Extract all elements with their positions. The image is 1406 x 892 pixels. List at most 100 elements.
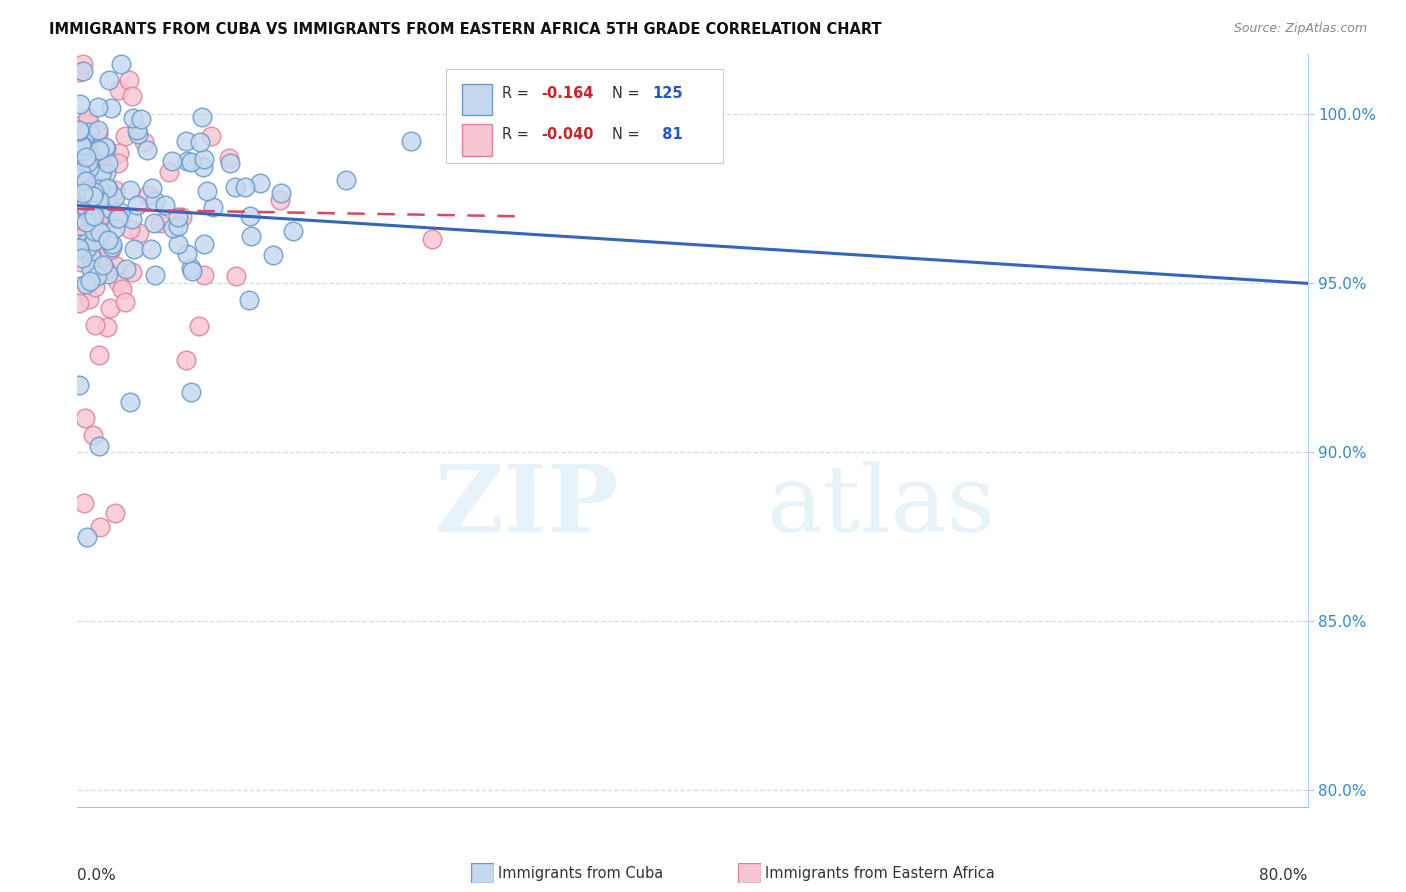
Point [72,115,94,129]
Point [76,203,98,218]
Point [83,207,105,221]
Point [201,200,224,214]
Point [83,223,105,237]
Point [83,185,105,199]
Point [120,222,142,236]
Point [83,234,105,248]
Point [87,195,110,210]
Point [125,122,148,136]
Point [89,193,111,207]
Point [75,215,97,229]
Point [80,262,103,277]
Point [249,176,271,190]
Point [89,225,111,239]
Point [219,155,242,169]
Point [110,282,132,296]
Point [98,72,121,87]
Point [233,180,256,194]
Point [103,506,125,520]
Point [93,186,115,201]
Point [70,153,93,168]
Point [160,153,183,168]
Point [82,428,104,442]
Point [97,182,120,196]
Point [174,353,197,368]
Point [108,83,131,97]
Point [97,182,120,196]
Text: 81: 81 [652,127,682,142]
Point [79,292,101,306]
Point [195,184,218,198]
Point [73,199,96,213]
Point [167,211,190,225]
Point [86,136,108,150]
Point [157,164,180,178]
Point [218,152,240,166]
Point [89,181,111,195]
Point [76,204,98,219]
Point [75,149,97,163]
Point [121,211,143,226]
Point [70,138,93,153]
Point [239,209,262,223]
Point [269,193,291,207]
Point [90,214,112,228]
Text: -0.164: -0.164 [541,86,593,101]
Point [72,186,94,200]
Point [83,209,105,223]
Point [79,161,101,176]
Point [118,72,141,87]
Point [103,190,125,204]
Point [98,243,121,257]
Point [87,348,110,362]
Text: 80.0%: 80.0% [1260,868,1308,883]
Point [190,136,212,150]
Text: atlas: atlas [766,461,995,550]
Point [73,131,96,145]
Point [83,280,105,294]
Point [225,268,247,283]
Point [118,394,141,409]
Point [75,155,97,169]
Text: N =: N = [613,127,645,142]
Point [97,233,120,247]
Point [107,211,129,226]
Point [67,124,90,138]
Point [101,240,124,254]
Point [167,219,190,234]
Point [105,211,128,226]
Point [191,161,214,175]
Point [75,277,97,291]
Point [67,296,90,310]
Point [89,519,111,533]
Point [224,180,246,194]
Point [69,255,91,269]
Point [75,139,97,153]
Point [91,258,114,272]
Point [193,268,215,282]
Point [73,190,96,204]
FancyBboxPatch shape [463,84,492,115]
Point [67,65,90,79]
Point [69,231,91,245]
Point [72,63,94,78]
Point [80,210,103,224]
Point [77,187,100,202]
Point [270,186,292,200]
Point [87,127,110,141]
Point [193,152,215,166]
Point [107,275,129,289]
Text: R =: R = [502,86,533,101]
Point [145,268,167,282]
Point [83,140,105,154]
Text: Source: ZipAtlas.com: Source: ZipAtlas.com [1233,22,1367,36]
Point [93,153,115,168]
Point [155,198,177,212]
Point [121,111,143,125]
Point [172,211,194,225]
Point [262,248,284,262]
Point [77,125,100,139]
Text: IMMIGRANTS FROM CUBA VS IMMIGRANTS FROM EASTERN AFRICA 5TH GRADE CORRELATION CHA: IMMIGRANTS FROM CUBA VS IMMIGRANTS FROM … [49,22,882,37]
Point [72,190,94,204]
Point [136,188,159,202]
